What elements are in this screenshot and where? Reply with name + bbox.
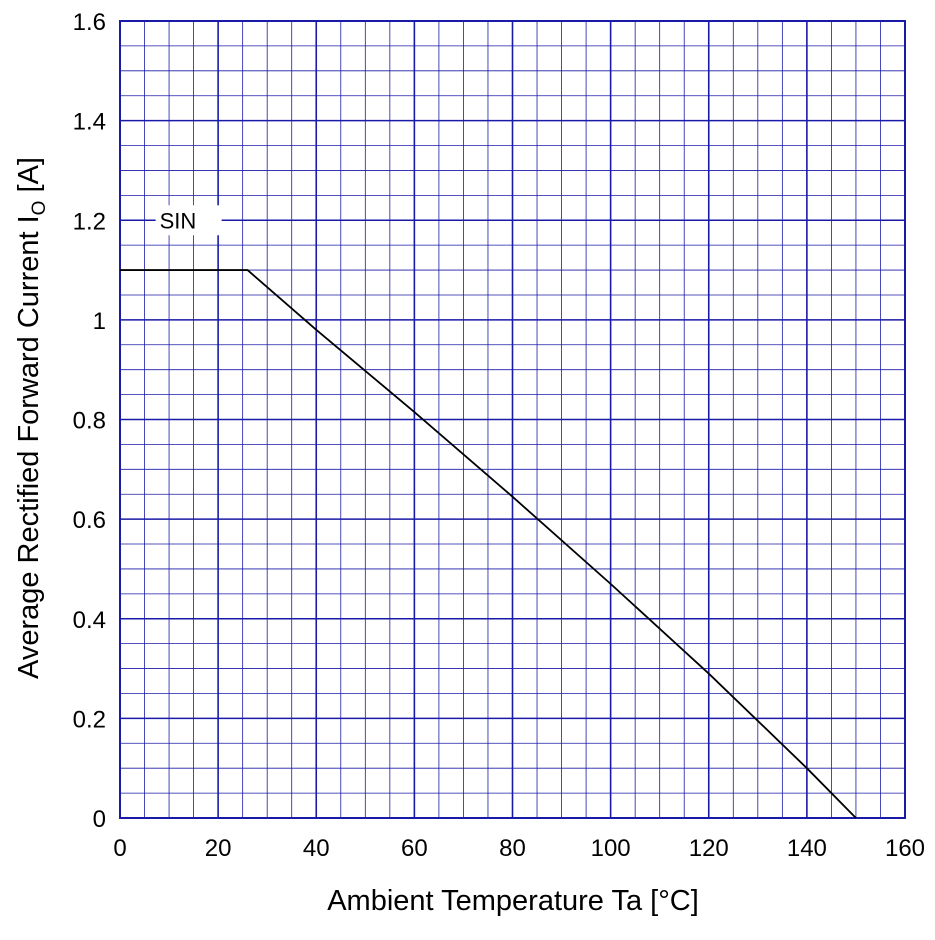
y-tick-label: 1.4 — [73, 109, 106, 136]
plot-frame — [119, 20, 906, 819]
x-tick-label: 0 — [113, 835, 126, 862]
y-axis-title-subscript: O — [29, 201, 50, 216]
x-tick-label: 40 — [303, 835, 330, 862]
y-tick-label: 0 — [93, 806, 106, 833]
x-tick-label: 20 — [205, 835, 232, 862]
series-layer — [120, 269, 857, 819]
x-axis-title: Ambient Temperature Ta [°C] — [327, 885, 699, 917]
annotations: SIN — [155, 205, 222, 236]
x-tick-label: 160 — [885, 835, 925, 862]
grid — [119, 20, 906, 819]
y-tick-label: 1.6 — [73, 9, 106, 36]
y-tick-label: 1 — [93, 308, 106, 335]
x-tick-label: 140 — [787, 835, 827, 862]
y-tick-labels: 0 0.2 0.4 0.6 0.8 1 1.2 1.4 1.6 — [73, 9, 106, 833]
x-tick-labels: 0 20 40 60 80 100 120 140 160 — [113, 835, 925, 862]
x-tick-label: 100 — [591, 835, 631, 862]
y-tick-label: 0.4 — [73, 607, 106, 634]
x-tick-label: 60 — [401, 835, 428, 862]
x-tick-label: 120 — [689, 835, 729, 862]
x-tick-label: 80 — [499, 835, 526, 862]
series-label-sin: SIN — [160, 208, 197, 233]
y-tick-label: 0.8 — [73, 408, 106, 435]
plot-border — [119, 20, 906, 819]
y-axis-title-unit: [A] — [13, 157, 45, 201]
y-axis-title: Average Rectified Forward Current IO [A] — [13, 157, 50, 679]
y-tick-label: 1.2 — [73, 208, 106, 235]
series-line-sin — [120, 269, 857, 819]
y-tick-label: 0.6 — [73, 507, 106, 534]
annotation-background — [155, 205, 222, 236]
y-axis-title-main: Average Rectified Forward Current I — [13, 215, 45, 679]
y-tick-label: 0.2 — [73, 706, 106, 733]
